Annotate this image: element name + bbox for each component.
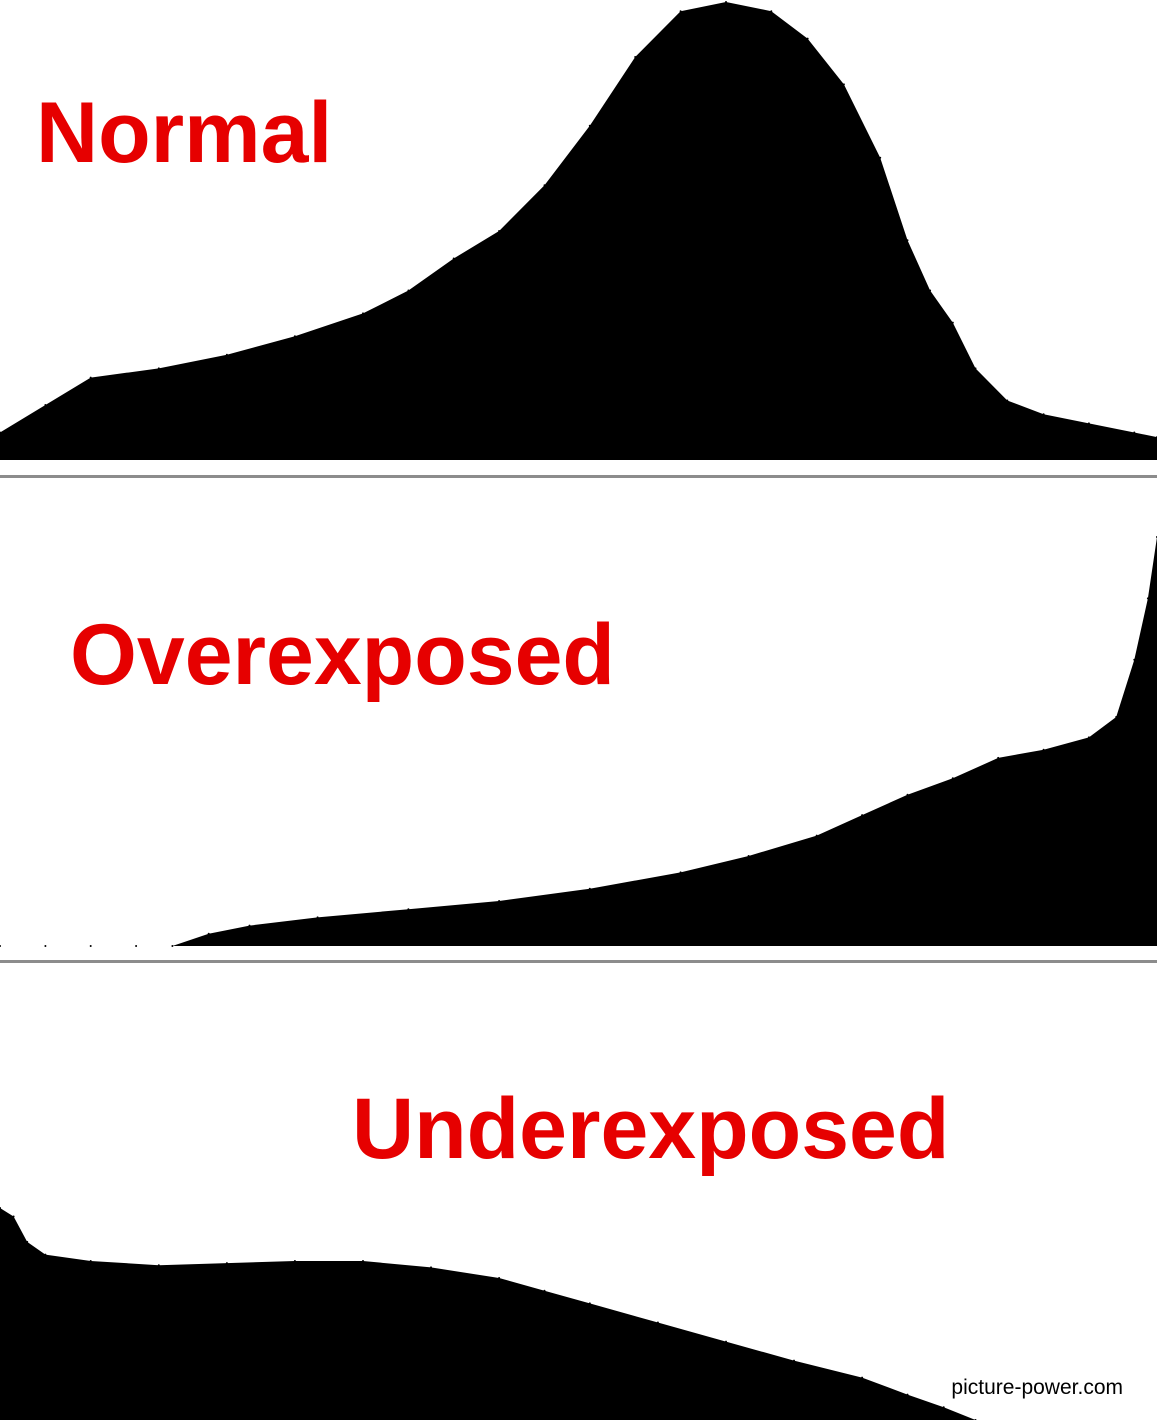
histogram-point [861, 1376, 864, 1379]
histogram-point [1042, 748, 1045, 751]
histogram-point [293, 335, 296, 338]
histogram-point [498, 1277, 501, 1279]
histogram-point [407, 289, 410, 292]
histogram-point [1087, 736, 1090, 739]
underexposed-label: Underexposed [352, 1081, 950, 1177]
overexposed-label: Overexposed [70, 607, 615, 703]
normal-histogram-chart [0, 1, 1157, 460]
histogram-point [1087, 422, 1090, 425]
histogram-point [725, 1340, 727, 1343]
histogram-point [362, 312, 364, 315]
histogram-point [407, 908, 410, 911]
histogram-point [951, 777, 954, 780]
histogram-point [634, 56, 637, 58]
histogram-point [12, 1215, 15, 1218]
histogram-point [207, 932, 210, 935]
histogram-point [861, 814, 864, 817]
histogram-point [942, 1406, 945, 1409]
histogram-point [44, 404, 47, 406]
histogram-point [135, 945, 138, 947]
histogram-point [430, 1266, 432, 1269]
histogram-point [793, 1359, 795, 1362]
underexposed-histogram-chart [0, 1207, 977, 1420]
histogram-point [44, 945, 47, 947]
histogram-point [225, 353, 228, 356]
histogram-point [1042, 413, 1045, 416]
histogram-point [588, 124, 591, 127]
histogram-point [171, 945, 174, 947]
histogram-point [0, 1207, 1, 1209]
histogram-point [588, 1302, 591, 1305]
histogram-point [588, 887, 591, 890]
histogram-point [248, 924, 251, 927]
histogram-point [89, 376, 92, 379]
histogram-point [997, 756, 1000, 759]
histogram-point [842, 83, 845, 86]
histogram-point [1006, 399, 1009, 402]
histogram-point [157, 367, 160, 370]
histogram-point [906, 1393, 909, 1396]
histogram-point [543, 1289, 546, 1292]
histogram-point [0, 431, 1, 434]
divider-top [0, 475, 1157, 478]
histogram-point [89, 945, 92, 947]
histogram-point [929, 289, 932, 292]
histogram-point [906, 239, 909, 242]
histogram-point [452, 257, 455, 260]
divider-bottom [0, 960, 1157, 963]
histogram-point [770, 10, 773, 13]
histogram-point [806, 37, 809, 40]
histogram-point [879, 156, 882, 159]
histogram-point [225, 1262, 228, 1265]
histogram-point [815, 834, 818, 837]
histogram-point [498, 900, 501, 902]
histogram-point [906, 793, 909, 796]
histogram-point [679, 871, 682, 874]
histogram-area-2 [0, 537, 1157, 946]
histogram-point [293, 1260, 296, 1262]
histogram-point [725, 1, 727, 3]
histogram-area-1 [0, 2, 1157, 460]
histogram-point [89, 1260, 92, 1262]
histogram-point [362, 1260, 364, 1262]
histogram-point [747, 855, 750, 857]
overexposed-histogram-chart [0, 536, 1157, 947]
normal-histogram-panel: Normal [0, 0, 1157, 462]
histogram-point [0, 945, 1, 947]
histogram-point [1133, 658, 1136, 661]
histogram-point [1146, 597, 1149, 600]
histogram-point [44, 1253, 47, 1256]
site-credit: picture-power.com [951, 1376, 1123, 1399]
histogram-point [656, 1321, 659, 1324]
histogram-point [157, 1264, 160, 1267]
histogram-point [679, 10, 682, 13]
normal-label: Normal [36, 85, 333, 181]
histogram-area-3 [0, 1208, 976, 1420]
histogram-point [543, 184, 546, 187]
histogram-point [498, 230, 501, 232]
histogram-point [951, 321, 954, 324]
histogram-point [1115, 716, 1118, 718]
underexposed-histogram-panel: Underexposed [0, 966, 1157, 1420]
histogram-point [974, 367, 977, 370]
overexposed-histogram-panel: Overexposed [0, 482, 1157, 947]
histogram-point [26, 1240, 29, 1243]
histogram-point [316, 916, 319, 919]
histogram-point [1133, 431, 1136, 434]
